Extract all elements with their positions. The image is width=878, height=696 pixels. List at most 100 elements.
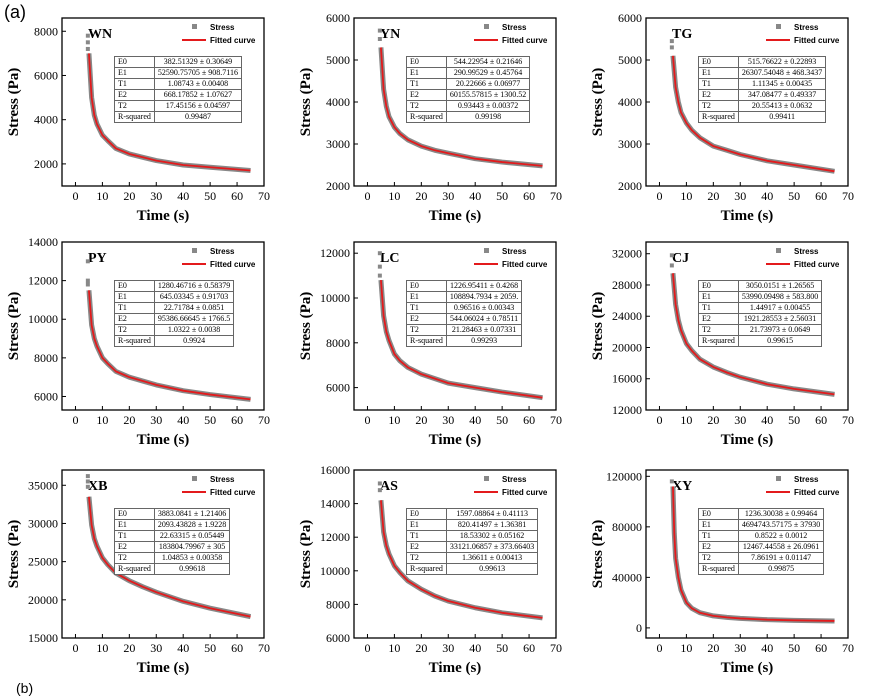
param-value: 1280.46716 ± 0.58379 — [153, 280, 235, 292]
y-tick-label: 4000 — [34, 113, 58, 127]
legend-fit-label: Fitted curve — [210, 36, 256, 45]
param-name: R-squared — [698, 335, 739, 347]
stress-point — [85, 278, 90, 283]
param-value: 22.63315 ± 0.05449 — [153, 530, 231, 542]
table-row: E0 3883.0841 ± 1.21406 — [114, 508, 231, 520]
fit-parameters-table: E0 515.76622 ± 0.22893 E1 26307.54048 ± 468… — [698, 56, 827, 123]
x-tick-label: 40 — [177, 413, 189, 427]
y-tick-label: 20000 — [28, 593, 58, 607]
plot-frame — [61, 469, 265, 639]
y-tick-label: 12000 — [320, 246, 350, 260]
x-tick-label: 50 — [496, 189, 508, 203]
x-tick-label: 0 — [364, 189, 370, 203]
table-row: E0 544.22954 ± 0.21646 — [406, 56, 531, 68]
param-value: 668.17852 ± 1.07627 — [153, 89, 242, 101]
y-tick-label: 12000 — [612, 403, 642, 417]
param-name: E1 — [698, 291, 739, 303]
param-name: E0 — [114, 280, 155, 292]
legend-stress-marker — [484, 248, 489, 253]
table-row: E1 26307.54048 ± 468.3437 — [698, 67, 827, 79]
param-name: E2 — [698, 89, 739, 101]
table-row: E0 1280.46716 ± 0.58379 — [114, 280, 235, 292]
table-row: E2 544.06024 ± 0.78511 — [406, 313, 523, 325]
x-tick-label: 20 — [123, 413, 135, 427]
stress-point — [377, 264, 382, 269]
param-value: 183804.79967 ± 305 — [153, 541, 231, 553]
x-tick-label: 50 — [204, 641, 216, 655]
x-tick-label: 50 — [496, 413, 508, 427]
y-tick-label: 40000 — [612, 570, 642, 584]
y-tick-label: 8000 — [34, 351, 58, 365]
param-name: E2 — [114, 541, 155, 553]
y-tick-label: 8000 — [326, 597, 350, 611]
x-tick-label: 0 — [364, 413, 370, 427]
table-row: T2 7.86191 ± 0.01147 — [698, 552, 825, 564]
x-axis-label: Time (s) — [721, 660, 774, 676]
table-row: E0 1597.08864 ± 0.41113 — [406, 508, 539, 520]
param-value: 0.99411 — [737, 111, 827, 123]
param-name: R-squared — [114, 563, 155, 575]
y-tick-label: 6000 — [326, 11, 350, 25]
param-value: 20.55413 ± 0.0632 — [737, 100, 827, 112]
table-row: E1 108894.7934 ± 2059. — [406, 291, 523, 303]
param-name: T2 — [406, 324, 447, 336]
y-tick-label: 16000 — [320, 463, 350, 477]
param-value: 544.06024 ± 0.78511 — [445, 313, 523, 325]
y-tick-label: 80000 — [612, 520, 642, 534]
y-tick-label: 6000 — [326, 381, 350, 395]
y-axis-label: Stress (Pa) — [6, 520, 22, 588]
x-axis-label: Time (s) — [429, 432, 482, 448]
stress-point — [669, 263, 674, 268]
table-row: E1 290.99529 ± 0.45764 — [406, 67, 531, 79]
chart-svg: 0 10 20 30 40 50 60 70 0 40000 80000 120000 Time (s)… — [590, 469, 854, 676]
legend-stress-marker — [192, 248, 197, 253]
y-tick-label: 12000 — [28, 274, 58, 288]
param-value: 1.0322 ± 0.0038 — [153, 324, 235, 336]
param-value: 820.41497 ± 1.36381 — [445, 519, 539, 531]
param-name: E1 — [698, 519, 739, 531]
stress-point — [85, 259, 90, 264]
plot-frame — [353, 241, 557, 411]
x-tick-label: 0 — [364, 641, 370, 655]
plot-frame — [61, 17, 265, 187]
stress-point — [85, 479, 90, 484]
fitted-curve — [88, 53, 251, 172]
legend-stress-label: Stress — [502, 247, 527, 256]
param-name: T2 — [698, 552, 739, 564]
param-name: E0 — [698, 508, 739, 520]
x-tick-label: 70 — [842, 189, 854, 203]
param-value: 17.45156 ± 0.04597 — [153, 100, 242, 112]
stress-point — [377, 488, 382, 493]
panel-xb: 0 10 20 30 40 50 60 70 15000 20000 25000 30000 35000… — [0, 460, 292, 688]
legend-fit-label: Fitted curve — [502, 36, 548, 45]
legend-fit-label: Fitted curve — [794, 36, 840, 45]
param-name: T1 — [114, 302, 155, 314]
param-name: T2 — [114, 100, 155, 112]
chart-svg: 0 10 20 30 40 50 60 70 2000 3000 4000 5000 6000 Time … — [590, 11, 854, 224]
x-tick-label: 50 — [788, 413, 800, 427]
x-tick-label: 70 — [258, 641, 270, 655]
y-axis-label: Stress (Pa) — [298, 292, 314, 360]
x-tick-label: 10 — [388, 189, 400, 203]
panel-title: YN — [380, 27, 400, 42]
y-axis-label: Stress (Pa) — [6, 292, 22, 360]
param-value: 0.99487 — [153, 111, 242, 123]
x-tick-label: 50 — [204, 413, 216, 427]
table-row: E2 347.08477 ± 0.49337 — [698, 89, 827, 101]
fit-parameters-table: E0 382.51329 ± 0.30649 E1 52590.75705 ± 908… — [114, 56, 242, 123]
x-tick-label: 10 — [96, 641, 108, 655]
y-tick-label: 14000 — [28, 235, 58, 249]
x-tick-label: 30 — [442, 413, 454, 427]
param-value: 53990.09498 ± 583.800 — [737, 291, 823, 303]
x-tick-label: 30 — [442, 189, 454, 203]
param-value: 1.11345 ± 0.00435 — [737, 78, 827, 90]
x-tick-label: 10 — [388, 641, 400, 655]
param-value: 60155.57815 ± 1300.52 — [445, 89, 531, 101]
y-axis-label: Stress (Pa) — [298, 520, 314, 588]
x-axis-label: Time (s) — [137, 660, 190, 676]
fit-parameters-table: E0 1236.30038 ± 0.99464 E1 4694743.57175 ± … — [698, 508, 825, 575]
x-tick-label: 50 — [788, 189, 800, 203]
fit-parameters-table: E0 1597.08864 ± 0.41113 E1 820.41497 ± 1.36… — [406, 508, 539, 575]
param-value: 0.9924 — [153, 335, 235, 347]
panel-yn: 0 10 20 30 40 50 60 70 2000 3000 4000 5000 6000 Time … — [292, 8, 584, 236]
